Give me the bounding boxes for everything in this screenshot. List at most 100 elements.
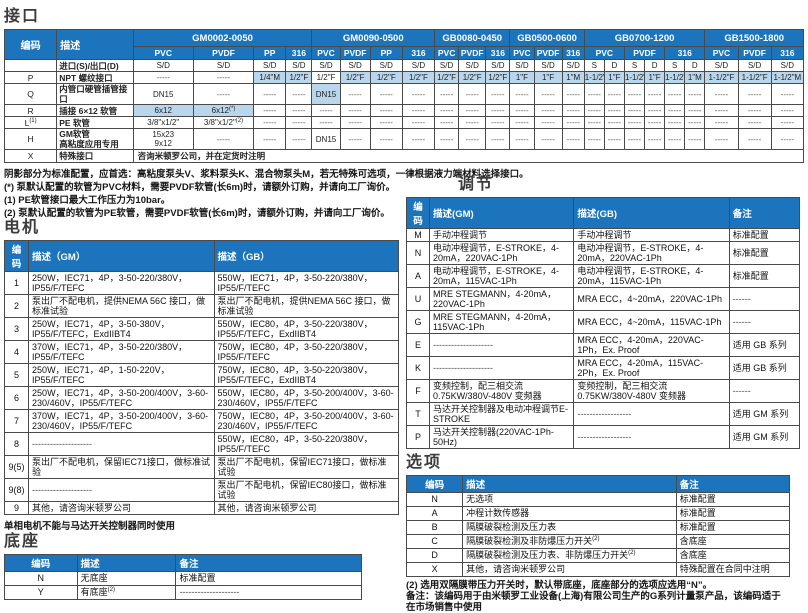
interface-cell: ----- — [623, 83, 646, 105]
interface-sd-row: 进口(S)/出口(D) S/D S/D S/D S/D S/D S/D S/D S/D S/D S/… — [3, 59, 805, 72]
material-header: PVDF — [458, 46, 487, 60]
interface-cell: 1/2"F — [285, 71, 313, 84]
interface-cell: ----- — [253, 83, 287, 105]
row-cell: 特殊配置在合同中注明 — [675, 562, 791, 577]
interface-cell: ----- — [485, 104, 511, 117]
row-code: 9(5) — [3, 455, 30, 479]
row-code: 5 — [3, 363, 30, 387]
sd-row-label: 进口(S)/出口(D) — [56, 59, 134, 72]
interface-cell: ----- — [583, 83, 605, 105]
row-cell: 含底座 — [675, 548, 791, 563]
row-code: A — [405, 506, 464, 521]
interface-cell: ----- — [485, 83, 511, 105]
interface-cell: 1-1/2"F — [704, 71, 739, 84]
interface-cell: 6x12(*) — [192, 104, 255, 117]
interface-cell: ----- — [401, 104, 436, 117]
interface-cell: ----- — [369, 83, 403, 105]
adjust-section: 调节 编码 描述(GM) 描述(GB) 备注 M 手动冲程调节 手动冲程调节 标准配置 N 电动冲… — [405, 170, 801, 449]
interface-cell: DN15 — [311, 83, 341, 105]
options-notes: (2) 选用双隔膜带压力开关时，默认带底座，底座部分的选项应选用“N”。 备注：该… — [406, 580, 790, 613]
table-row: Y 有底座(2) -------------------- — [4, 585, 362, 600]
row-cell: -------------------- — [175, 585, 362, 600]
table-row: D 隔膜破裂检测及压力表、非防爆压力开关(2) 含底座 — [405, 548, 791, 563]
row-cell: 标准配置 — [675, 506, 791, 521]
row-cell: 变频控制，配三相交流 0.75KW/380V-480V 变频器 — [429, 379, 575, 403]
row-cell: 250W，IEC71，4P，1-50-220V，IP55/F/TEFC — [28, 363, 215, 387]
note-line: (2) 选用双隔膜带压力开关时，默认带底座，底座部分的选项应选用“N”。 — [406, 580, 713, 591]
interface-row-special: X 特殊接口 咨询米顿罗公司，并在定货时注明 — [3, 149, 805, 163]
row-cell: 适用 GM 系列 — [728, 425, 801, 449]
interface-cell: 1"F — [509, 71, 535, 84]
row-code: N — [405, 241, 431, 265]
row-cell: ------ — [728, 287, 801, 311]
row-cell: 手动冲程调节 — [573, 228, 730, 242]
table-row: 1 250W，IEC71，4P，3-50-220/380V，IP55/F/TEFC… — [3, 271, 400, 295]
interface-cell: ----- — [623, 116, 646, 129]
interface-cell: ----- — [603, 104, 625, 117]
interface-cell: ----- — [704, 104, 739, 117]
table-row: 5 250W，IEC71，4P，1-50-220V，IP55/F/TEFC 750W… — [3, 363, 400, 387]
column-header: 描述（GM） — [28, 240, 215, 272]
row-code: A — [405, 264, 431, 288]
material-header: PVC — [434, 46, 460, 60]
row-cell: 适用 GB 系列 — [728, 333, 801, 357]
interface-cell: ----- — [561, 104, 585, 117]
material-header: PVDF — [339, 46, 371, 60]
row-desc: PE 软管 — [56, 116, 134, 129]
sd-cell: S/D — [434, 59, 460, 72]
row-desc: 特殊接口 — [56, 149, 134, 163]
interface-cell: ----- — [770, 116, 805, 129]
row-cell: 电动冲程调节，E-STROKE，4-20mA，115VAC-1Ph — [429, 264, 575, 288]
table-row: U MRE STEGMANN，4-20mA，220VAC-1Ph MRA ECC，4… — [405, 287, 801, 311]
row-cell: 无选项 — [462, 492, 677, 507]
row-code: 6 — [3, 386, 30, 410]
note-line: (1) PE软管接口最大工作压力为10bar。 — [4, 195, 171, 206]
note-line: (2) 泵默认配置的软管为PE软管，需要PVDF软管(长6m)时，请额外订购，并… — [4, 208, 390, 219]
interface-cell: ----- — [311, 116, 341, 129]
note-line: (*) 泵默认配置的软管为PVC材料，需要PVDF软管(长6m)时，请额外订购，… — [4, 182, 396, 193]
interface-row: L(1) PE 软管 3/8"x1/2" 3/8"x1/2"(2) ----- -----… — [3, 116, 805, 129]
sd-cell: S — [583, 59, 605, 72]
row-code: 8 — [3, 432, 30, 456]
row-cell: MRE STEGMANN，4-20mA，220VAC-1Ph — [429, 287, 575, 311]
interface-table: 编码 描述 GM0002-0050 GM0090-0500 GB0080-0450 GB0… — [3, 29, 805, 163]
interface-cell: ----- — [664, 104, 686, 117]
sd-cell: S/D — [509, 59, 535, 72]
interface-cell: ----- — [285, 104, 313, 117]
sd-cell: S/D — [458, 59, 487, 72]
interface-cell: ----- — [401, 116, 436, 129]
model-group-header: GM0002-0050 — [132, 29, 313, 47]
row-cell: 隔膜破裂检测及非防爆压力开关(2) — [462, 534, 677, 549]
interface-cell: ----- — [644, 104, 666, 117]
interface-cell: 1/2"F — [434, 71, 460, 84]
model-group-header: GB1500-1800 — [704, 29, 804, 47]
interface-cell: 1/2"F — [369, 71, 403, 84]
row-cell: -------------------- — [28, 478, 215, 502]
interface-row: P NPT 螺纹接口 ----- ----- 1/4"M 1/2"F 1/2"F 1/2"F 1… — [3, 71, 805, 84]
material-header: 316 — [664, 46, 706, 60]
interface-cell: ----- — [434, 104, 460, 117]
material-header: PP — [253, 46, 287, 60]
interface-notes: 阴影部分为标准配置，应首选：高粘度泵头V、浆料泵头K、混合物泵头M，若无特殊可选… — [4, 168, 804, 220]
row-cell: MRE STEGMANN，4-20mA，115VAC-1Ph — [429, 310, 575, 334]
interface-group-row: 编码 描述 GM0002-0050 GM0090-0500 GB0080-0450 GB0… — [3, 29, 804, 60]
table-row: P 马达开关控制器(220VAC-1Ph-50Hz) ---------------… — [405, 425, 801, 449]
options-title: 选项 — [406, 454, 443, 471]
row-cell: 750W，IEC80，4P，3-50-220/380V，IP55/F/TEFC — [213, 340, 400, 364]
row-cell: 250W，IEC71，4P，3-50-220/380V，IP55/F/TEFC — [28, 271, 215, 295]
row-cell: 适用 GB 系列 — [728, 356, 801, 380]
interface-cell: ----- — [485, 116, 511, 129]
interface-cell: ----- — [458, 128, 487, 150]
row-cell: 冲程计数传感器 — [462, 506, 677, 521]
interface-cell: 1/2"F — [339, 71, 371, 84]
row-cell: 标准配置 — [675, 520, 791, 535]
table-row: A 冲程计数传感器 标准配置 — [405, 506, 791, 521]
column-header: 描述(GB) — [573, 197, 730, 229]
interface-cell: ----- — [623, 104, 646, 117]
row-cell: 标准配置 — [728, 241, 801, 265]
interface-cell: ----- — [533, 116, 563, 129]
material-header: PVDF — [737, 46, 772, 60]
row-cell: MRA ECC，4-20mA，115VAC-2Ph，Ex. Proof — [573, 356, 730, 380]
options-section: 选项 编码 描述 备注 N 无选项 标准配置 A 冲程计数传感器 标准配置 B 隔膜破裂检测及压力表… — [405, 448, 791, 613]
material-header: 316 — [485, 46, 511, 60]
